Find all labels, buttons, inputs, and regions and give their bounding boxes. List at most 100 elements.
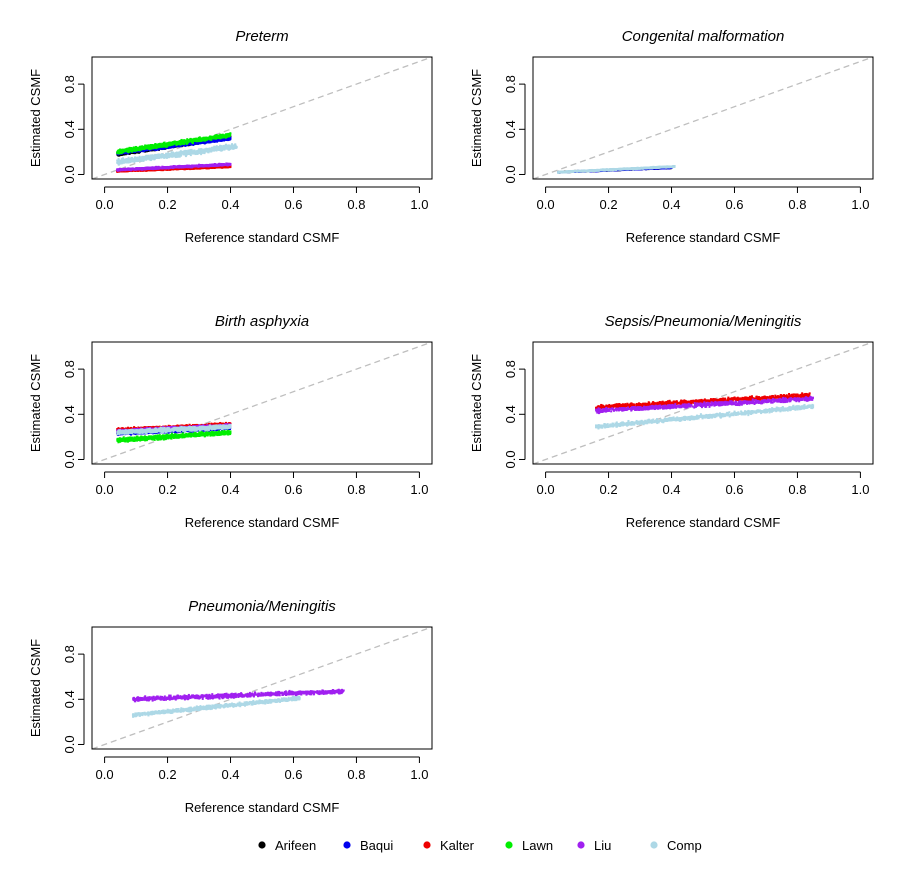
data-point — [186, 143, 189, 146]
data-point — [214, 164, 217, 167]
data-point — [132, 146, 135, 149]
data-point — [173, 141, 176, 144]
data-point — [135, 147, 138, 150]
data-point — [129, 149, 132, 152]
data-point — [121, 168, 124, 171]
data-point — [207, 137, 210, 140]
data-point — [140, 168, 143, 171]
data-point — [191, 166, 194, 169]
data-point — [116, 169, 119, 172]
data-point — [167, 141, 170, 144]
data-point — [175, 141, 178, 144]
data-point — [122, 158, 125, 161]
data-point — [167, 144, 170, 147]
data-point — [202, 164, 205, 167]
data-point — [128, 146, 131, 149]
data-point — [179, 167, 182, 170]
data-point — [146, 146, 149, 149]
data-point — [138, 167, 141, 170]
data-point — [215, 134, 218, 137]
data-point — [226, 163, 229, 166]
data-point — [170, 143, 173, 146]
data-point — [135, 149, 138, 152]
data-point — [222, 144, 225, 147]
data-point — [184, 143, 187, 146]
data-point — [210, 138, 213, 141]
data-point — [224, 133, 227, 136]
data-point — [197, 136, 200, 139]
data-point — [125, 168, 128, 171]
data-point — [191, 142, 194, 145]
data-point — [217, 165, 220, 168]
data-point — [220, 136, 223, 139]
data-point — [221, 163, 224, 166]
data-point — [189, 167, 192, 170]
data-point — [211, 164, 214, 167]
data-point — [118, 152, 121, 155]
data-point — [157, 165, 160, 168]
data-point — [134, 146, 137, 149]
data-point — [193, 165, 196, 168]
data-point — [162, 167, 165, 170]
data-point — [142, 150, 145, 153]
data-point — [187, 139, 190, 142]
data-point — [225, 138, 228, 141]
data-point — [216, 139, 219, 142]
data-point — [206, 166, 209, 169]
data-point — [117, 157, 120, 160]
data-point — [122, 151, 125, 154]
panel-0: 0.0 0.2 0.4 0.6 0.8 1.00.00.40.8PretermRefere… — [28, 28, 433, 245]
data-point — [158, 147, 161, 150]
data-point — [209, 164, 212, 167]
data-point — [197, 142, 199, 145]
data-point — [220, 139, 223, 142]
data-point — [204, 164, 207, 167]
data-point — [214, 137, 217, 140]
data-point — [229, 132, 232, 135]
data-point — [143, 148, 146, 151]
data-point — [226, 134, 229, 137]
data-point — [182, 139, 185, 142]
data-point — [174, 145, 177, 148]
data-point — [181, 165, 184, 168]
data-point — [185, 141, 188, 144]
data-point — [163, 166, 166, 169]
data-point — [219, 139, 222, 142]
data-point — [157, 146, 160, 149]
data-point — [215, 166, 218, 169]
data-point — [117, 154, 120, 157]
data-point — [123, 149, 126, 152]
data-point — [161, 142, 164, 145]
data-point — [177, 144, 180, 147]
data-point — [125, 151, 128, 154]
data-point — [149, 147, 152, 150]
data-point — [198, 136, 201, 139]
data-point — [185, 142, 188, 145]
data-point — [130, 168, 133, 171]
data-point — [119, 148, 122, 151]
data-point — [160, 147, 163, 150]
data-point — [119, 150, 122, 153]
plot-area — [92, 57, 432, 179]
data-point — [131, 167, 134, 170]
data-point — [194, 139, 197, 142]
data-point — [213, 134, 216, 137]
series-liu — [116, 162, 232, 172]
data-point — [142, 146, 145, 149]
data-point — [126, 152, 129, 155]
series-lawn — [116, 132, 232, 155]
data-point — [183, 140, 186, 143]
data-point — [222, 138, 225, 141]
data-point — [140, 147, 143, 150]
data-point — [149, 144, 152, 147]
data-point — [212, 139, 215, 142]
data-point — [195, 142, 198, 145]
data-point — [156, 146, 159, 149]
data-point — [169, 143, 172, 146]
data-point — [203, 152, 206, 155]
data-point — [200, 166, 203, 169]
data-point — [200, 139, 203, 142]
data-point — [202, 141, 205, 144]
data-point — [176, 168, 179, 171]
